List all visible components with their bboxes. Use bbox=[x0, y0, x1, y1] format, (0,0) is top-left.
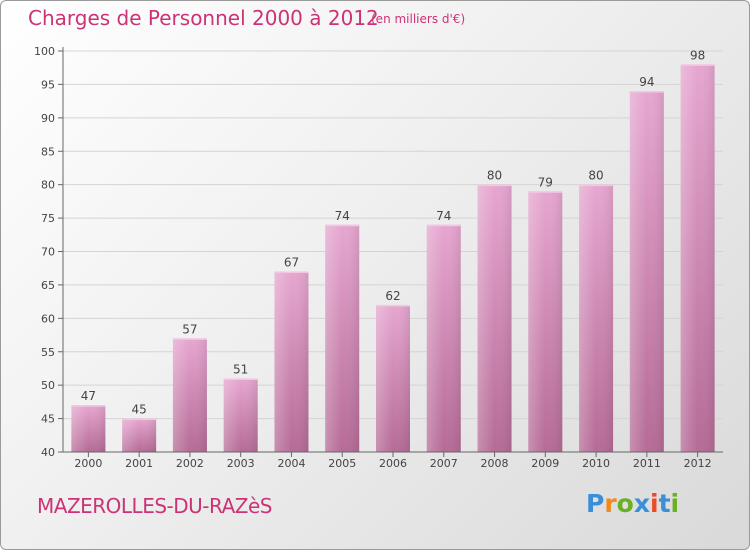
data-label: 62 bbox=[385, 289, 400, 303]
bar-shade-2010 bbox=[579, 184, 614, 452]
y-tick-label: 50 bbox=[41, 379, 55, 392]
data-label: 79 bbox=[538, 175, 553, 189]
data-label: 94 bbox=[639, 75, 654, 89]
logo-letter: i bbox=[670, 489, 680, 518]
x-tick-label: 2002 bbox=[176, 457, 204, 470]
bar-top-2012 bbox=[680, 64, 715, 66]
x-tick-label: 2001 bbox=[125, 457, 153, 470]
x-tick-label: 2004 bbox=[277, 457, 305, 470]
x-tick-label: 2008 bbox=[481, 457, 509, 470]
bar-shade-2002 bbox=[172, 338, 207, 452]
x-tick-label: 2000 bbox=[74, 457, 102, 470]
bar-shade-2009 bbox=[528, 191, 563, 452]
logo-letter: o bbox=[616, 489, 634, 518]
bar-chart: 40 45 50 55 60 65 70 75 80 85 90 95 100 47 2000 45 2001 5… bbox=[34, 45, 723, 470]
data-label: 80 bbox=[588, 169, 603, 183]
x-tick-label: 2010 bbox=[582, 457, 610, 470]
bar-shade-2007 bbox=[426, 224, 461, 452]
y-tick-label: 95 bbox=[41, 78, 55, 91]
bar-shade-2008 bbox=[477, 184, 512, 452]
data-label: 80 bbox=[487, 169, 502, 183]
bar-top-2002 bbox=[172, 338, 207, 340]
y-tick-label: 45 bbox=[41, 413, 55, 426]
chart-title: Charges de Personnel 2000 à 2012 bbox=[28, 6, 379, 30]
bar-shade-2012 bbox=[680, 64, 715, 452]
x-tick-label: 2006 bbox=[379, 457, 407, 470]
bar-top-2009 bbox=[528, 191, 563, 193]
bar-top-2008 bbox=[477, 184, 512, 187]
logo-letter: P bbox=[586, 489, 605, 518]
data-label: 57 bbox=[182, 322, 197, 336]
y-tick-label: 85 bbox=[41, 145, 55, 158]
bar-top-2005 bbox=[325, 224, 360, 227]
y-tick-label: 90 bbox=[41, 112, 55, 125]
y-tick-label: 65 bbox=[41, 279, 55, 292]
commune-name: MAZEROLLES-DU-RAZèS bbox=[37, 494, 272, 518]
logo-letter: i bbox=[650, 489, 659, 518]
bar-shade-2003 bbox=[223, 378, 258, 452]
data-label: 47 bbox=[81, 389, 96, 403]
bar-shade-2005 bbox=[325, 224, 360, 452]
data-label: 67 bbox=[284, 256, 299, 270]
y-tick-label: 55 bbox=[41, 346, 55, 359]
bar-top-2003 bbox=[223, 378, 258, 380]
x-tick-label: 2009 bbox=[531, 457, 559, 470]
data-label: 51 bbox=[233, 362, 248, 376]
bar-top-2006 bbox=[376, 304, 410, 307]
y-tick-label: 75 bbox=[41, 212, 55, 225]
y-tick-label: 70 bbox=[41, 246, 55, 259]
logo-letter: x bbox=[633, 489, 650, 518]
x-tick-label: 2005 bbox=[328, 457, 356, 470]
bar-top-2007 bbox=[426, 224, 461, 227]
x-tick-label: 2007 bbox=[430, 457, 458, 470]
bar-shade-2011 bbox=[629, 91, 664, 452]
bar-shade-2004 bbox=[274, 271, 309, 452]
data-label: 98 bbox=[690, 48, 705, 62]
bar-top-2001 bbox=[122, 418, 157, 421]
bar-shade-2000 bbox=[71, 405, 106, 452]
y-tick-label: 40 bbox=[41, 446, 55, 459]
data-label: 74 bbox=[335, 209, 350, 223]
bar-top-2000 bbox=[71, 405, 106, 407]
chart-subtitle: (en milliers d'€) bbox=[371, 12, 466, 26]
bar-top-2004 bbox=[274, 271, 309, 274]
data-label: 45 bbox=[132, 403, 147, 417]
bar-shade-2001 bbox=[122, 418, 157, 452]
x-tick-label: 2003 bbox=[227, 457, 255, 470]
y-tick-label: 60 bbox=[41, 312, 55, 325]
logo-letter: t bbox=[658, 489, 671, 518]
proxiti-logo[interactable]: Proxiti bbox=[586, 489, 679, 518]
bar-shade-2006 bbox=[376, 304, 410, 452]
bar-top-2011 bbox=[629, 91, 664, 93]
logo-letter: r bbox=[604, 489, 617, 518]
bar-top-2010 bbox=[579, 184, 614, 187]
y-tick-label: 100 bbox=[34, 45, 55, 58]
data-label: 74 bbox=[436, 209, 451, 223]
x-tick-label: 2011 bbox=[633, 457, 661, 470]
y-tick-label: 80 bbox=[41, 179, 55, 192]
x-tick-label: 2012 bbox=[684, 457, 712, 470]
